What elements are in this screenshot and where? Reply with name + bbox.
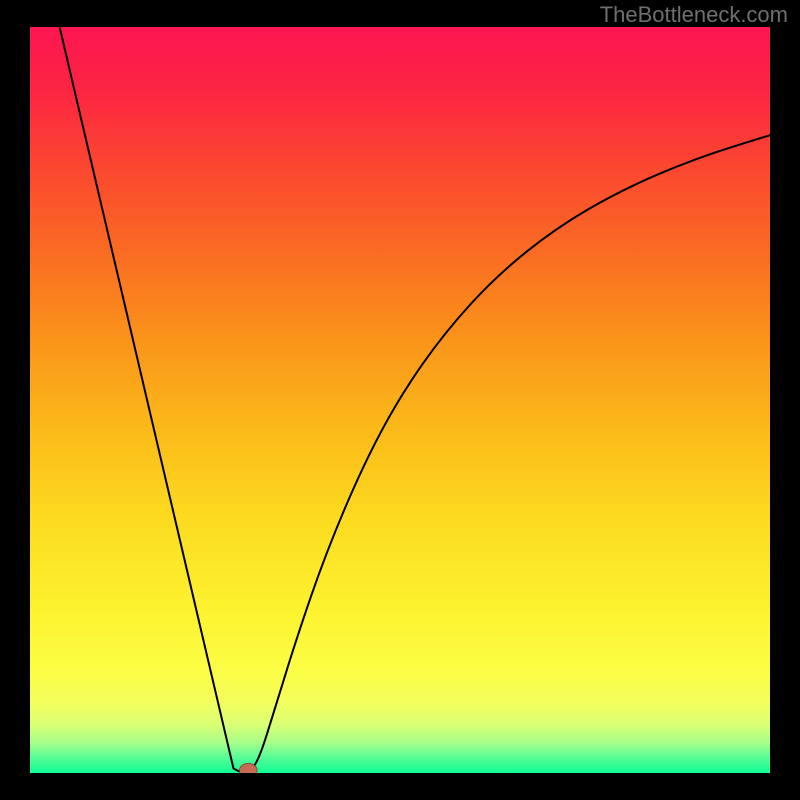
watermark-label: TheBottleneck.com xyxy=(600,2,788,28)
plot-canvas xyxy=(30,27,770,773)
chart-root: TheBottleneck.com xyxy=(0,0,800,800)
